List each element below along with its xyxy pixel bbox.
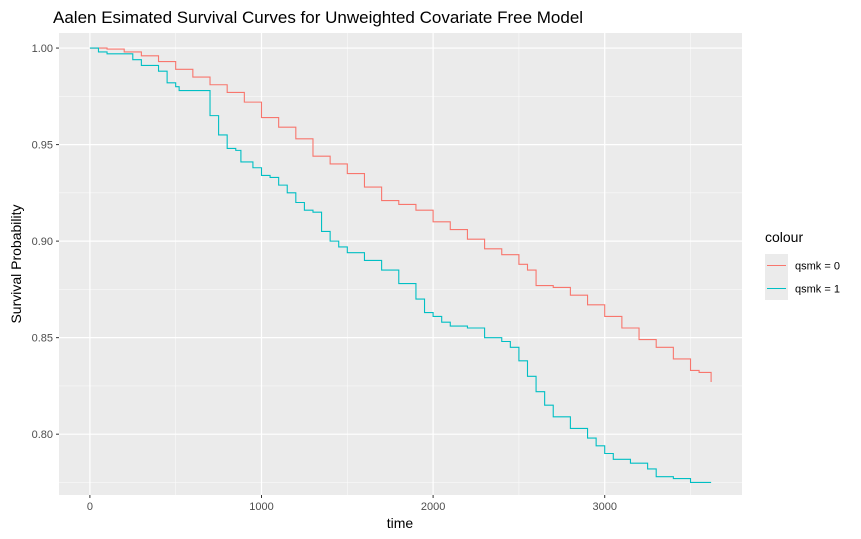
- x-tick-label: 2000: [421, 501, 445, 513]
- legend-title: colour: [765, 229, 803, 245]
- y-tick-label: 0.95: [32, 140, 53, 152]
- legend-label: qsmk = 0: [795, 261, 840, 273]
- chart-title: Aalen Esimated Survival Curves for Unwei…: [53, 8, 583, 27]
- series-line-qsmk-0: [89, 47, 712, 383]
- series-line-qsmk-1: [89, 47, 712, 483]
- plot-panel: [59, 33, 742, 495]
- x-axis: 0 1000 2000 3000: [87, 495, 617, 513]
- legend-label: qsmk = 1: [795, 284, 840, 296]
- y-axis-title: Survival Probability: [8, 204, 24, 323]
- y-tick-label: 0.90: [32, 236, 53, 248]
- series-lines: [89, 47, 712, 483]
- x-axis-title: time: [387, 515, 414, 531]
- legend-items: qsmk = 0 qsmk = 1: [765, 254, 840, 300]
- x-tick-label: 0: [87, 501, 93, 513]
- legend: colour qsmk = 0 qsmk = 1: [765, 229, 840, 300]
- y-tick-label: 0.85: [32, 333, 53, 345]
- y-tick-label: 0.80: [32, 429, 53, 441]
- x-tick-label: 1000: [249, 501, 273, 513]
- x-tick-label: 3000: [592, 501, 616, 513]
- y-tick-label: 1.00: [32, 43, 53, 55]
- minor-gridlines: [59, 33, 742, 495]
- y-axis: 0.80 0.85 0.90 0.95 1.00: [32, 43, 59, 441]
